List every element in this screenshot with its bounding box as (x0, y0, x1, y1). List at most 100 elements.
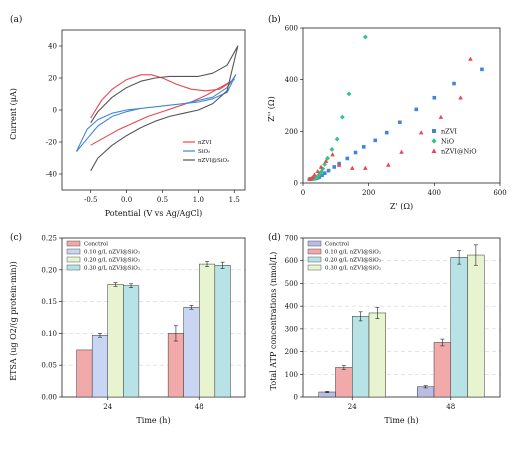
y-tick-label: 0 (294, 394, 298, 402)
data-point (334, 136, 340, 142)
legend-swatch (431, 138, 437, 144)
bar (123, 285, 140, 398)
bar (183, 307, 200, 398)
x-tick-label: 600 (493, 189, 506, 197)
data-point (399, 149, 404, 154)
data-point (318, 169, 324, 175)
data-point (458, 95, 463, 100)
data-point (346, 91, 352, 97)
panel-label: (d) (268, 232, 281, 243)
panel-label: (c) (10, 232, 22, 243)
legend-label: nZVI (441, 128, 457, 136)
legend-swatch (431, 148, 437, 153)
series-line-2 (90, 45, 239, 172)
y-tick-label: 400 (285, 303, 298, 311)
x-tick-label: 1.0 (193, 196, 204, 204)
series-line-1 (75, 74, 237, 152)
legend-label: 0.30 g/L nZVI@SiO₂ (84, 265, 140, 272)
data-point (480, 67, 484, 72)
y-tick-label: 400 (285, 76, 298, 84)
data-point (468, 56, 473, 61)
legend-label: 0.20 g/L nZVI@SiO₂ (325, 257, 381, 264)
chart-panel-1: (b) 0 200 400 600 Z'' (Ω) Z' (Ω) 0 200 400 600 nZVI… (267, 14, 507, 211)
x-tick-label: -0.5 (84, 196, 98, 204)
data-point (373, 138, 378, 143)
legend-swatch (307, 256, 322, 263)
data-point (318, 164, 324, 169)
legend-swatch (307, 264, 322, 271)
panel-label: (b) (268, 14, 281, 25)
bar (167, 333, 184, 398)
y-tick-label: 700 (285, 235, 298, 243)
legend-swatch (66, 248, 81, 255)
x-axis-label: Z' (Ω) (390, 202, 413, 211)
data-point (332, 165, 336, 169)
data-point (310, 174, 316, 180)
plot-frame (61, 237, 246, 398)
legend-label: nZVI (198, 140, 212, 146)
data-point (322, 162, 328, 167)
x-axis-label: Time (h) (136, 416, 170, 425)
x-tick-label: 400 (428, 189, 441, 197)
legend-label: 0.30 g/L nZVI@SiO₂ (325, 265, 381, 272)
legend-swatch (66, 256, 81, 263)
bar (417, 386, 435, 398)
x-tick-label: 48 (446, 403, 455, 411)
data-point (340, 114, 345, 120)
series-line-0 (90, 74, 235, 146)
data-point (361, 145, 366, 149)
bar (368, 312, 386, 398)
panel-label: (a) (10, 14, 22, 25)
x-tick-label: 1.5 (229, 196, 240, 204)
x-axis-label: Potential (V vs Ag/AgCl) (105, 209, 203, 218)
y-tick-label: 100 (285, 371, 298, 379)
data-point (386, 162, 391, 167)
plot-frame (302, 237, 501, 398)
y-tick-label: 0.25 (41, 235, 57, 243)
legend-label: 0.10 g/L nZVI@SiO₂ (325, 249, 381, 256)
bar (352, 316, 370, 398)
data-point (323, 158, 329, 163)
bar (107, 284, 124, 398)
y-tick-label: 600 (285, 257, 298, 265)
legend-label: nZVI@NiO (441, 148, 477, 156)
data-point (312, 172, 317, 177)
x-tick-label: 0.0 (121, 196, 132, 204)
bar (91, 335, 108, 398)
x-tick-label: 24 (348, 403, 357, 411)
y-tick-label: 20 (48, 75, 57, 83)
y-tick-label: -40 (46, 171, 57, 179)
y-tick-label: 40 (48, 43, 57, 51)
data-point (414, 107, 419, 112)
x-tick-label: 200 (362, 189, 375, 197)
data-point (329, 147, 335, 152)
x-tick-label: 0.5 (157, 196, 168, 204)
y-tick-label: 0.15 (41, 298, 57, 306)
legend-label: Conctrol (325, 242, 349, 248)
bar (199, 263, 216, 398)
data-point (325, 155, 331, 161)
bar (450, 257, 468, 398)
legend-label: SiO₂ (198, 149, 210, 155)
y-tick-label: 0.05 (41, 362, 57, 370)
x-tick-label: 24 (103, 403, 112, 411)
x-axis-label: Time (h) (384, 416, 418, 425)
y-tick-label: 0.00 (41, 394, 57, 402)
data-point (384, 130, 389, 135)
legend-label: NiO (441, 138, 454, 146)
data-point (336, 162, 342, 167)
y-tick-label: 0 (294, 180, 298, 188)
legend-label: 0.10 g/L nZVI@SiO₂ (84, 249, 140, 256)
plot-frame (302, 27, 501, 184)
data-point (363, 165, 368, 170)
legend-swatch (432, 129, 436, 133)
y-axis-label: Total ATP concentrations (nmol/L) (269, 252, 278, 391)
y-axis-label: Current (μA) (9, 88, 18, 140)
x-tick-label: 48 (195, 403, 204, 411)
data-point (353, 150, 358, 155)
chart-panel-3: (d) 0 100 200 300 400 500 600 700 Total ATP conce… (268, 232, 501, 425)
x-tick-label: 0 (301, 189, 305, 197)
chart-panel-0: (a) -40 -20 0 20 40 Current (μA) Potential (V v… (9, 14, 246, 218)
y-tick-label: -20 (46, 139, 57, 147)
